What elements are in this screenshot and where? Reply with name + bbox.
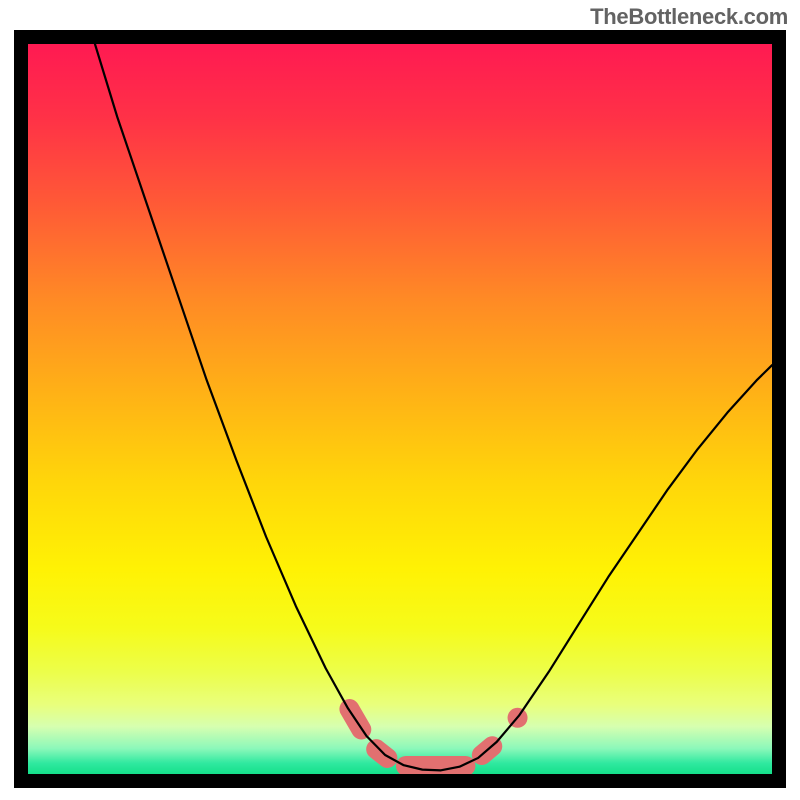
watermark-text: TheBottleneck.com: [590, 4, 788, 30]
curve-layer: [28, 44, 772, 774]
plot-area: [14, 30, 786, 788]
bottleneck-curve: [95, 44, 772, 770]
bottleneck-chart: TheBottleneck.com: [0, 0, 800, 800]
